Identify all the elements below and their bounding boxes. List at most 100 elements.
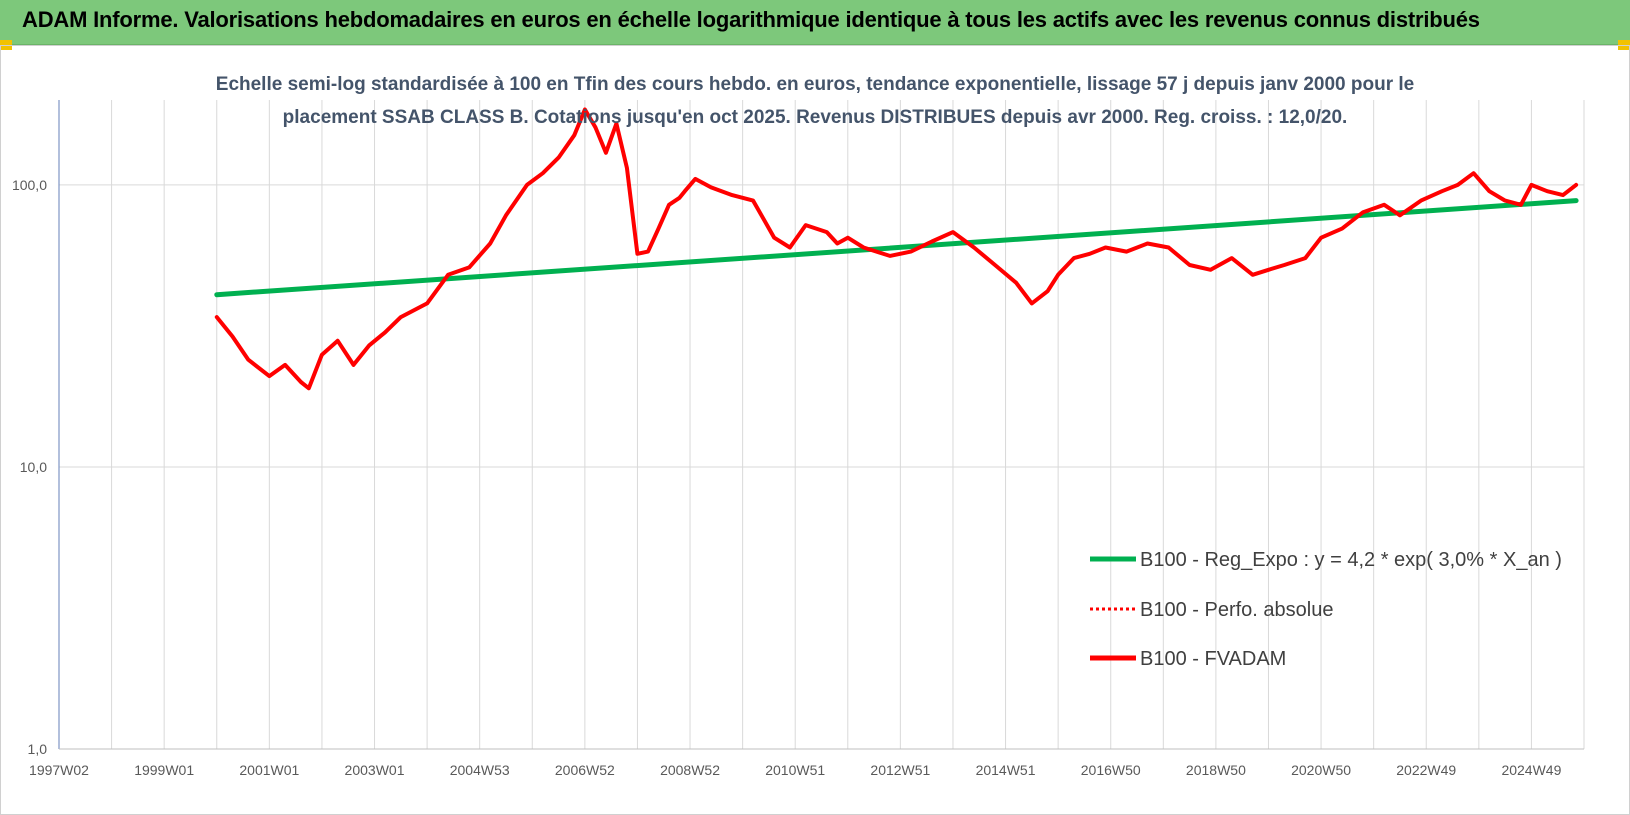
fvadam-price-line-point <box>1457 184 1459 186</box>
fvadam-price-line-point <box>1504 199 1506 202</box>
fvadam-price-line-point <box>994 264 996 266</box>
fvadam-price-line-point <box>1252 274 1254 276</box>
fvadam-price-line-point <box>426 302 428 305</box>
fvadam-price-line-point <box>1167 246 1170 249</box>
x-tick-label: 2018W50 <box>1186 762 1246 778</box>
fvadam-price-line-point <box>1441 190 1443 192</box>
fvadam-price-line-point <box>284 364 286 366</box>
fvadam-price-line-point <box>1073 257 1075 259</box>
x-tick-label: 1997W02 <box>29 762 89 778</box>
fvadam-price-line-point <box>684 190 686 192</box>
fvadam-price-line-point <box>1472 172 1475 174</box>
fvadam-price-line-point <box>1210 269 1212 271</box>
fvadam-price-line-point <box>1362 211 1364 213</box>
x-tick-label: 2010W51 <box>765 762 825 778</box>
x-tick-label: 2014W51 <box>976 762 1036 778</box>
fvadam-price-line-point <box>1399 214 1401 216</box>
fvadam-price-line-point <box>594 126 596 128</box>
fvadam-price-line-point <box>526 184 528 186</box>
legend: B100 - Reg_Expo : y = 4,2 * exp( 3,0% * … <box>1090 549 1562 670</box>
legend-label: B100 - Reg_Expo : y = 4,2 * exp( 3,0% * … <box>1140 549 1562 571</box>
chart-subtitle-line2: placement SSAB CLASS B. Cotations jusqu'… <box>283 107 1348 128</box>
fvadam-price-line-point <box>308 387 310 389</box>
fvadam-price-line-point <box>1383 204 1385 206</box>
fvadam-price-line-point <box>216 316 218 318</box>
x-tick-label: 2004W53 <box>450 762 510 778</box>
fvadam-price-line-point <box>847 237 849 239</box>
fvadam-price-line-point <box>321 354 323 356</box>
fvadam-price-line-point <box>1125 251 1128 253</box>
fvadam-price-line-point <box>1031 302 1033 305</box>
legend-label: B100 - FVADAM <box>1140 648 1286 670</box>
fvadam-price-line-point <box>836 242 838 245</box>
fvadam-price-line-point <box>862 246 865 249</box>
fvadam-price-line-point <box>1283 264 1285 266</box>
fvadam-price-line-point <box>489 242 491 245</box>
y-tick-label: 100,0 <box>12 177 47 193</box>
x-tick-label: 2012W51 <box>870 762 930 778</box>
fvadam-price-line-point <box>337 340 339 342</box>
fvadam-price-line-point <box>805 224 807 226</box>
fvadam-price-line-point <box>1304 257 1306 259</box>
fvadam-price-line-point <box>400 316 402 318</box>
fvadam-price-line-point <box>1575 184 1577 186</box>
fvadam-price-line-point <box>1104 246 1107 249</box>
fvadam-price-line-point <box>1488 190 1490 192</box>
fvadam-price-line-point <box>1562 194 1564 196</box>
x-tick-label: 2003W01 <box>345 762 405 778</box>
fvadam-price-line-point <box>731 194 733 196</box>
fvadam-price-line-point <box>1520 204 1522 206</box>
fvadam-price-line-point <box>636 253 639 255</box>
fvadam-price-line-point <box>668 204 670 206</box>
fvadam-price-line-point <box>1267 269 1270 271</box>
legend-label: B100 - Perfo. absolue <box>1140 599 1333 621</box>
fvadam-price-line-point <box>542 172 544 174</box>
fvadam-price-line-point <box>889 255 891 257</box>
x-tick-label: 2024W49 <box>1501 762 1561 778</box>
fvadam-price-line-point <box>1320 237 1322 239</box>
x-tick-label: 2022W49 <box>1396 762 1456 778</box>
regression-line-point <box>1575 199 1577 202</box>
fvadam-price-line-point <box>352 364 355 366</box>
fvadam-price-line-point <box>300 381 302 383</box>
series-layer <box>214 107 1579 391</box>
fvadam-price-line-point <box>368 344 370 346</box>
fvadam-price-line-point <box>1015 282 1017 284</box>
y-tick-label: 10,0 <box>20 459 47 475</box>
regression-line-point <box>216 294 218 296</box>
fvadam-price-line-point <box>268 375 270 377</box>
chart-subtitle-line1: Echelle semi-log standardisée à 100 en T… <box>216 74 1414 95</box>
fvadam-price-line-point <box>1189 264 1191 266</box>
fvadam-price-line-point <box>657 227 660 230</box>
fvadam-price-line-point <box>752 199 754 202</box>
fvadam-price-line-point <box>1546 190 1548 192</box>
fvadam-price-line-point <box>1057 274 1059 276</box>
fvadam-price-line-point <box>1089 253 1091 255</box>
fvadam-price-line-point <box>773 237 775 239</box>
axis-layer <box>58 100 1584 750</box>
fvadam-price-line-point <box>710 186 712 188</box>
fvadam-price-line-point <box>931 240 933 243</box>
fvadam-price-line-point <box>557 156 560 159</box>
regression-line <box>214 198 1579 298</box>
fvadam-price-line-point <box>1047 290 1049 292</box>
fvadam-price-line-point <box>505 214 507 216</box>
fvadam-price-line-point <box>584 108 586 111</box>
x-tick-label: 2020W50 <box>1291 762 1351 778</box>
x-tick-label: 2006W52 <box>555 762 615 778</box>
x-tick-label: 1999W01 <box>134 762 194 778</box>
fvadam-price-line-point <box>1231 257 1233 259</box>
fvadam-price-line-point <box>678 197 681 199</box>
grid-layer <box>58 100 1585 750</box>
fvadam-price-line-point <box>626 167 628 169</box>
fvadam-price-line-point <box>647 251 649 253</box>
y-tick-label: 1,0 <box>28 741 48 757</box>
fvadam-price-line-point <box>573 134 575 136</box>
fvadam-price-line-point <box>231 335 234 338</box>
fvadam-price-line-point <box>447 274 449 276</box>
fvadam-price-line-point <box>605 152 607 154</box>
fvadam-price-line-point <box>1420 199 1422 202</box>
fvadam-price-line-point <box>1146 242 1149 245</box>
x-tick-label: 2008W52 <box>660 762 720 778</box>
